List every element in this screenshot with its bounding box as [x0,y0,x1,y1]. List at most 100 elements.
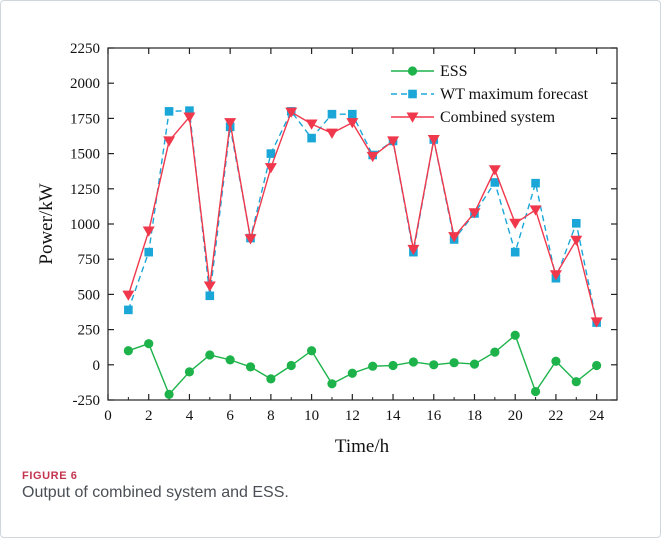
y-tick-label: 1500 [70,147,100,163]
series-line [127,111,598,323]
y-tick-label: 250 [78,323,101,339]
data-point-circle [347,368,357,378]
data-point-circle [490,347,500,357]
y-tick-label: 2000 [70,76,100,92]
data-point-circle [449,358,459,368]
y-tick-label: 1750 [70,111,100,127]
data-point-square [266,149,276,158]
data-point-triangle [427,135,440,146]
data-point-circle [368,361,378,371]
data-point-triangle [509,218,522,229]
x-tick-label: 12 [345,408,360,424]
data-point-square [185,106,194,115]
data-point-triangle [570,235,583,246]
data-point-square [327,109,337,119]
x-tick-label: 16 [426,408,442,424]
data-point-square [531,178,540,188]
y-tick-label: 0 [93,358,101,374]
data-point-circle [571,377,581,387]
x-axis-label: Time/h [335,436,390,457]
x-tick-label: 14 [386,408,402,424]
figure-label: FIGURE 6 [22,470,78,482]
data-point-triangle [590,317,603,328]
data-point-square [408,89,417,99]
x-tick-label: 6 [226,408,234,424]
data-point-triangle [325,128,338,139]
data-point-circle [408,357,418,367]
legend-label: WT maximum forecast [440,86,589,103]
data-point-triangle [529,205,542,216]
data-point-circle [551,356,561,366]
data-point-square [205,291,215,301]
data-point-triangle [183,112,196,123]
data-point-square [124,305,133,315]
data-point-square [307,133,316,143]
data-point-circle [184,367,195,377]
data-point-circle [327,379,337,389]
series-combined-system [122,107,603,328]
x-tick-label: 24 [589,408,605,424]
data-point-circle [592,360,602,371]
data-point-circle [286,360,296,371]
data-point-circle [510,330,520,340]
y-tick-label: -250 [73,393,101,409]
data-point-triangle [346,118,359,129]
series-line [128,334,598,396]
data-point-square [490,178,500,187]
data-point-circle [429,360,439,370]
x-tick-label: 8 [267,408,275,424]
data-point-circle [530,386,541,397]
data-point-triangle [366,151,379,163]
y-tick-label: 2250 [70,41,100,57]
data-point-triangle [163,136,176,147]
x-tick-label: 0 [104,408,112,424]
data-point-square [144,247,154,257]
data-point-triangle [285,107,298,118]
data-point-triangle [488,165,501,176]
x-tick-label: 22 [548,408,563,424]
y-tick-label: 500 [78,287,101,303]
data-point-circle [266,374,276,384]
legend-label: ESS [440,63,468,80]
data-point-triangle [468,208,481,219]
data-point-triangle [244,234,257,245]
y-tick-label: 750 [78,252,101,268]
x-tick-label: 18 [467,408,482,424]
data-point-triangle [224,118,237,129]
data-point-triangle [142,226,155,237]
y-tick-label: 1250 [70,182,100,198]
data-point-triangle [122,290,135,301]
data-point-triangle [406,112,419,123]
x-tick-label: 2 [145,408,153,424]
figure-panel [13,13,650,525]
data-point-circle [205,350,215,360]
y-tick-label: 1000 [70,217,100,233]
data-point-triangle [549,270,562,281]
figure-caption: Output of combined system and ESS. [22,484,289,501]
data-point-square [510,247,520,257]
data-point-triangle [448,232,461,243]
data-point-circle [245,362,256,372]
data-point-triangle [305,119,318,130]
x-tick-label: 10 [304,408,319,424]
data-point-square [348,109,357,119]
data-point-circle [123,346,133,356]
x-tick-label: 20 [508,408,523,424]
data-point-square [571,218,581,228]
series-ess [123,330,602,399]
data-point-triangle [203,281,216,292]
data-point-circle [388,360,398,371]
data-point-triangle [264,163,277,174]
x-tick-label: 4 [186,408,194,424]
data-point-circle [307,346,317,356]
data-point-circle [164,389,174,399]
data-point-triangle [387,136,400,147]
data-point-circle [407,66,418,76]
data-point-triangle [407,244,420,256]
data-point-circle [225,355,235,365]
series-line [127,109,598,323]
y-axis-label: Power/kW [36,183,57,264]
data-point-circle [469,359,480,369]
